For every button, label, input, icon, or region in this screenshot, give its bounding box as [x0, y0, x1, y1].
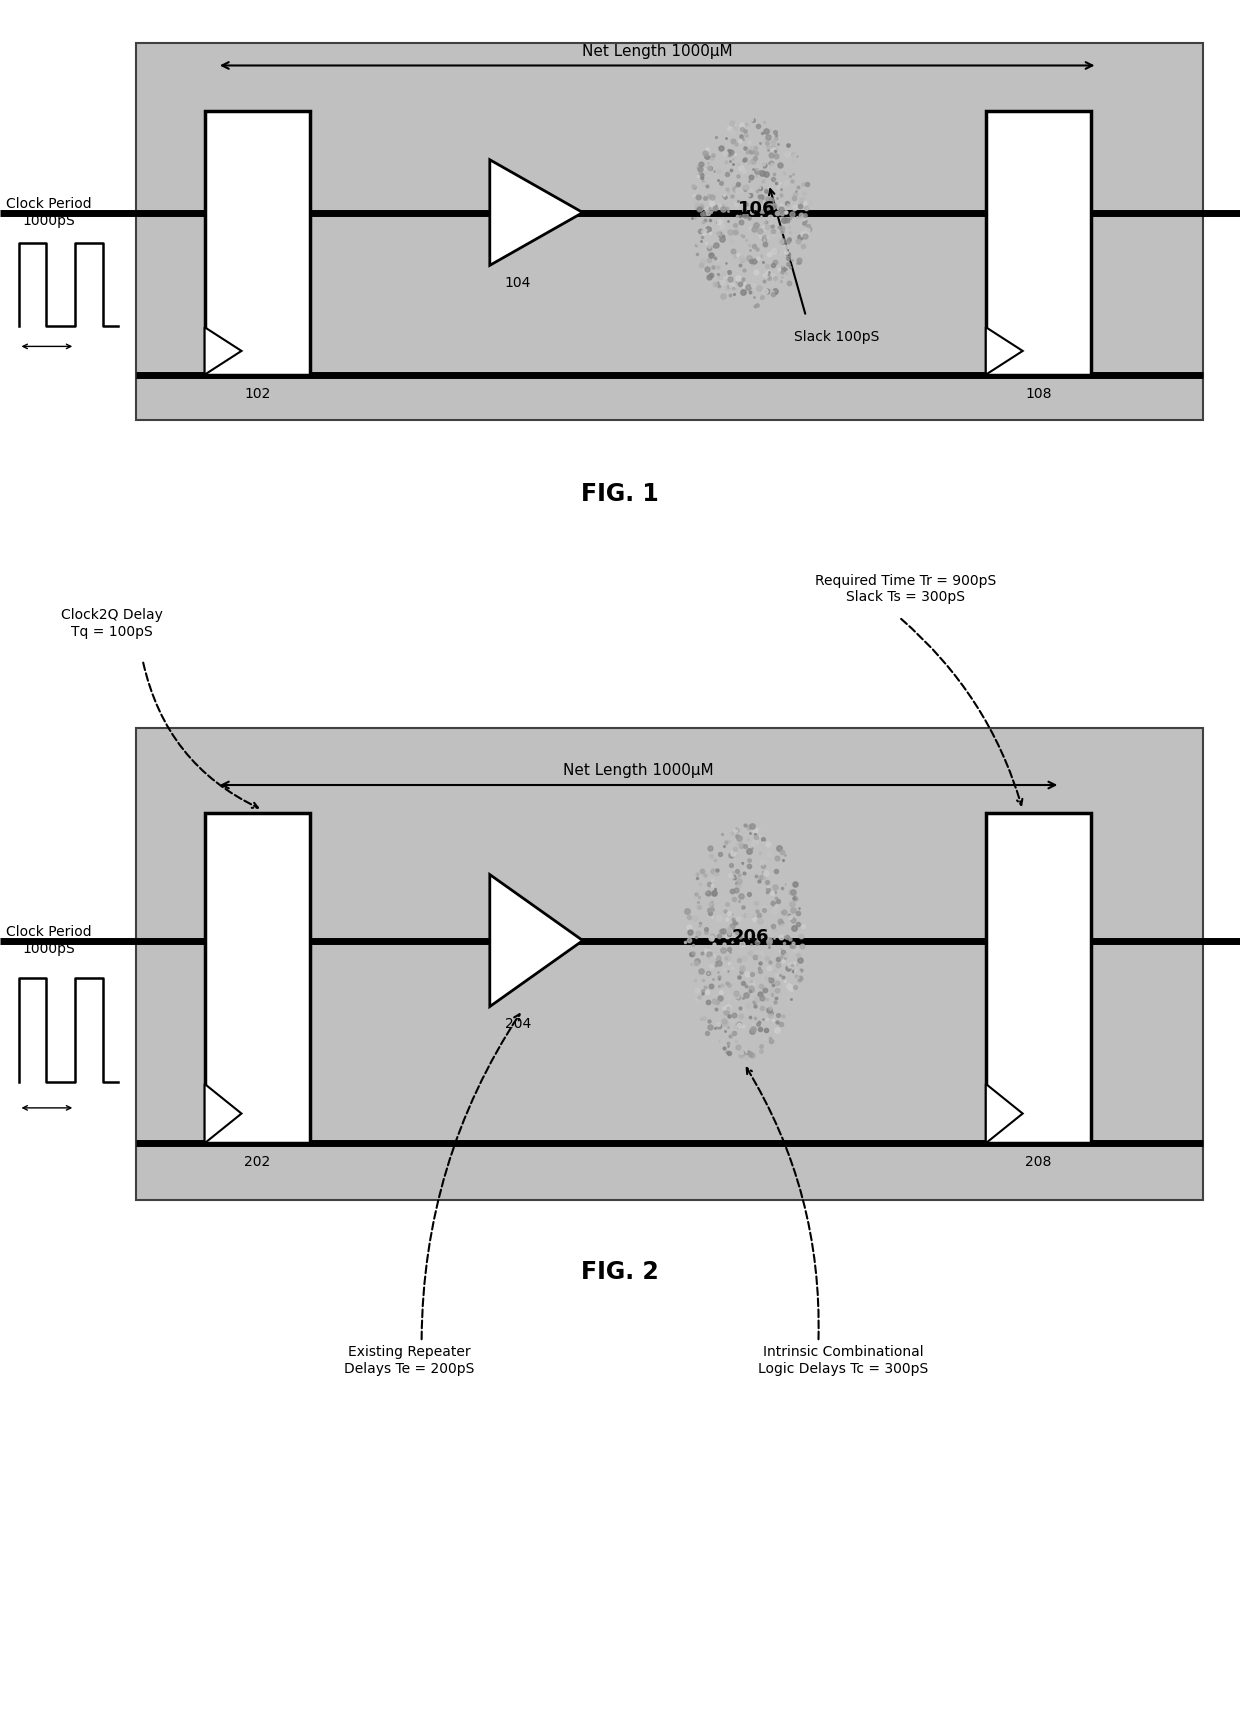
FancyBboxPatch shape — [136, 43, 1203, 420]
Text: Intrinsic Combinational
Logic Delays Tc = 300pS: Intrinsic Combinational Logic Delays Tc … — [758, 1345, 929, 1376]
Polygon shape — [490, 874, 583, 1006]
Polygon shape — [205, 1083, 242, 1143]
Text: Required Time Tr = 900pS
Slack Ts = 300pS: Required Time Tr = 900pS Slack Ts = 300p… — [815, 574, 996, 605]
Bar — [986, 814, 1091, 1143]
Text: Slack 100pS: Slack 100pS — [794, 331, 879, 345]
Text: 206: 206 — [732, 927, 769, 946]
Text: Clock Period
1000pS: Clock Period 1000pS — [6, 197, 92, 228]
Text: Net Length 1000μM: Net Length 1000μM — [582, 43, 733, 58]
Text: Net Length 1000μM: Net Length 1000μM — [563, 763, 714, 778]
Polygon shape — [986, 1083, 1023, 1143]
Text: 108: 108 — [1025, 387, 1052, 401]
Text: 208: 208 — [1025, 1155, 1052, 1169]
FancyBboxPatch shape — [136, 728, 1203, 1200]
Text: Clock Period
1000pS: Clock Period 1000pS — [6, 926, 92, 956]
Bar — [205, 111, 310, 375]
Text: FIG. 2: FIG. 2 — [582, 1260, 658, 1284]
Text: 204: 204 — [505, 1016, 531, 1030]
Polygon shape — [986, 327, 1023, 375]
Text: Existing Repeater
Delays Te = 200pS: Existing Repeater Delays Te = 200pS — [343, 1345, 475, 1376]
Text: 102: 102 — [244, 387, 270, 401]
Text: FIG. 1: FIG. 1 — [582, 482, 658, 506]
Bar — [986, 111, 1091, 375]
Text: 106: 106 — [738, 201, 775, 218]
Text: 202: 202 — [244, 1155, 270, 1169]
Text: 104: 104 — [505, 276, 531, 290]
Bar — [205, 814, 310, 1143]
Polygon shape — [205, 327, 242, 375]
Text: Clock2Q Delay
Tq = 100pS: Clock2Q Delay Tq = 100pS — [61, 608, 162, 639]
Polygon shape — [490, 159, 583, 266]
